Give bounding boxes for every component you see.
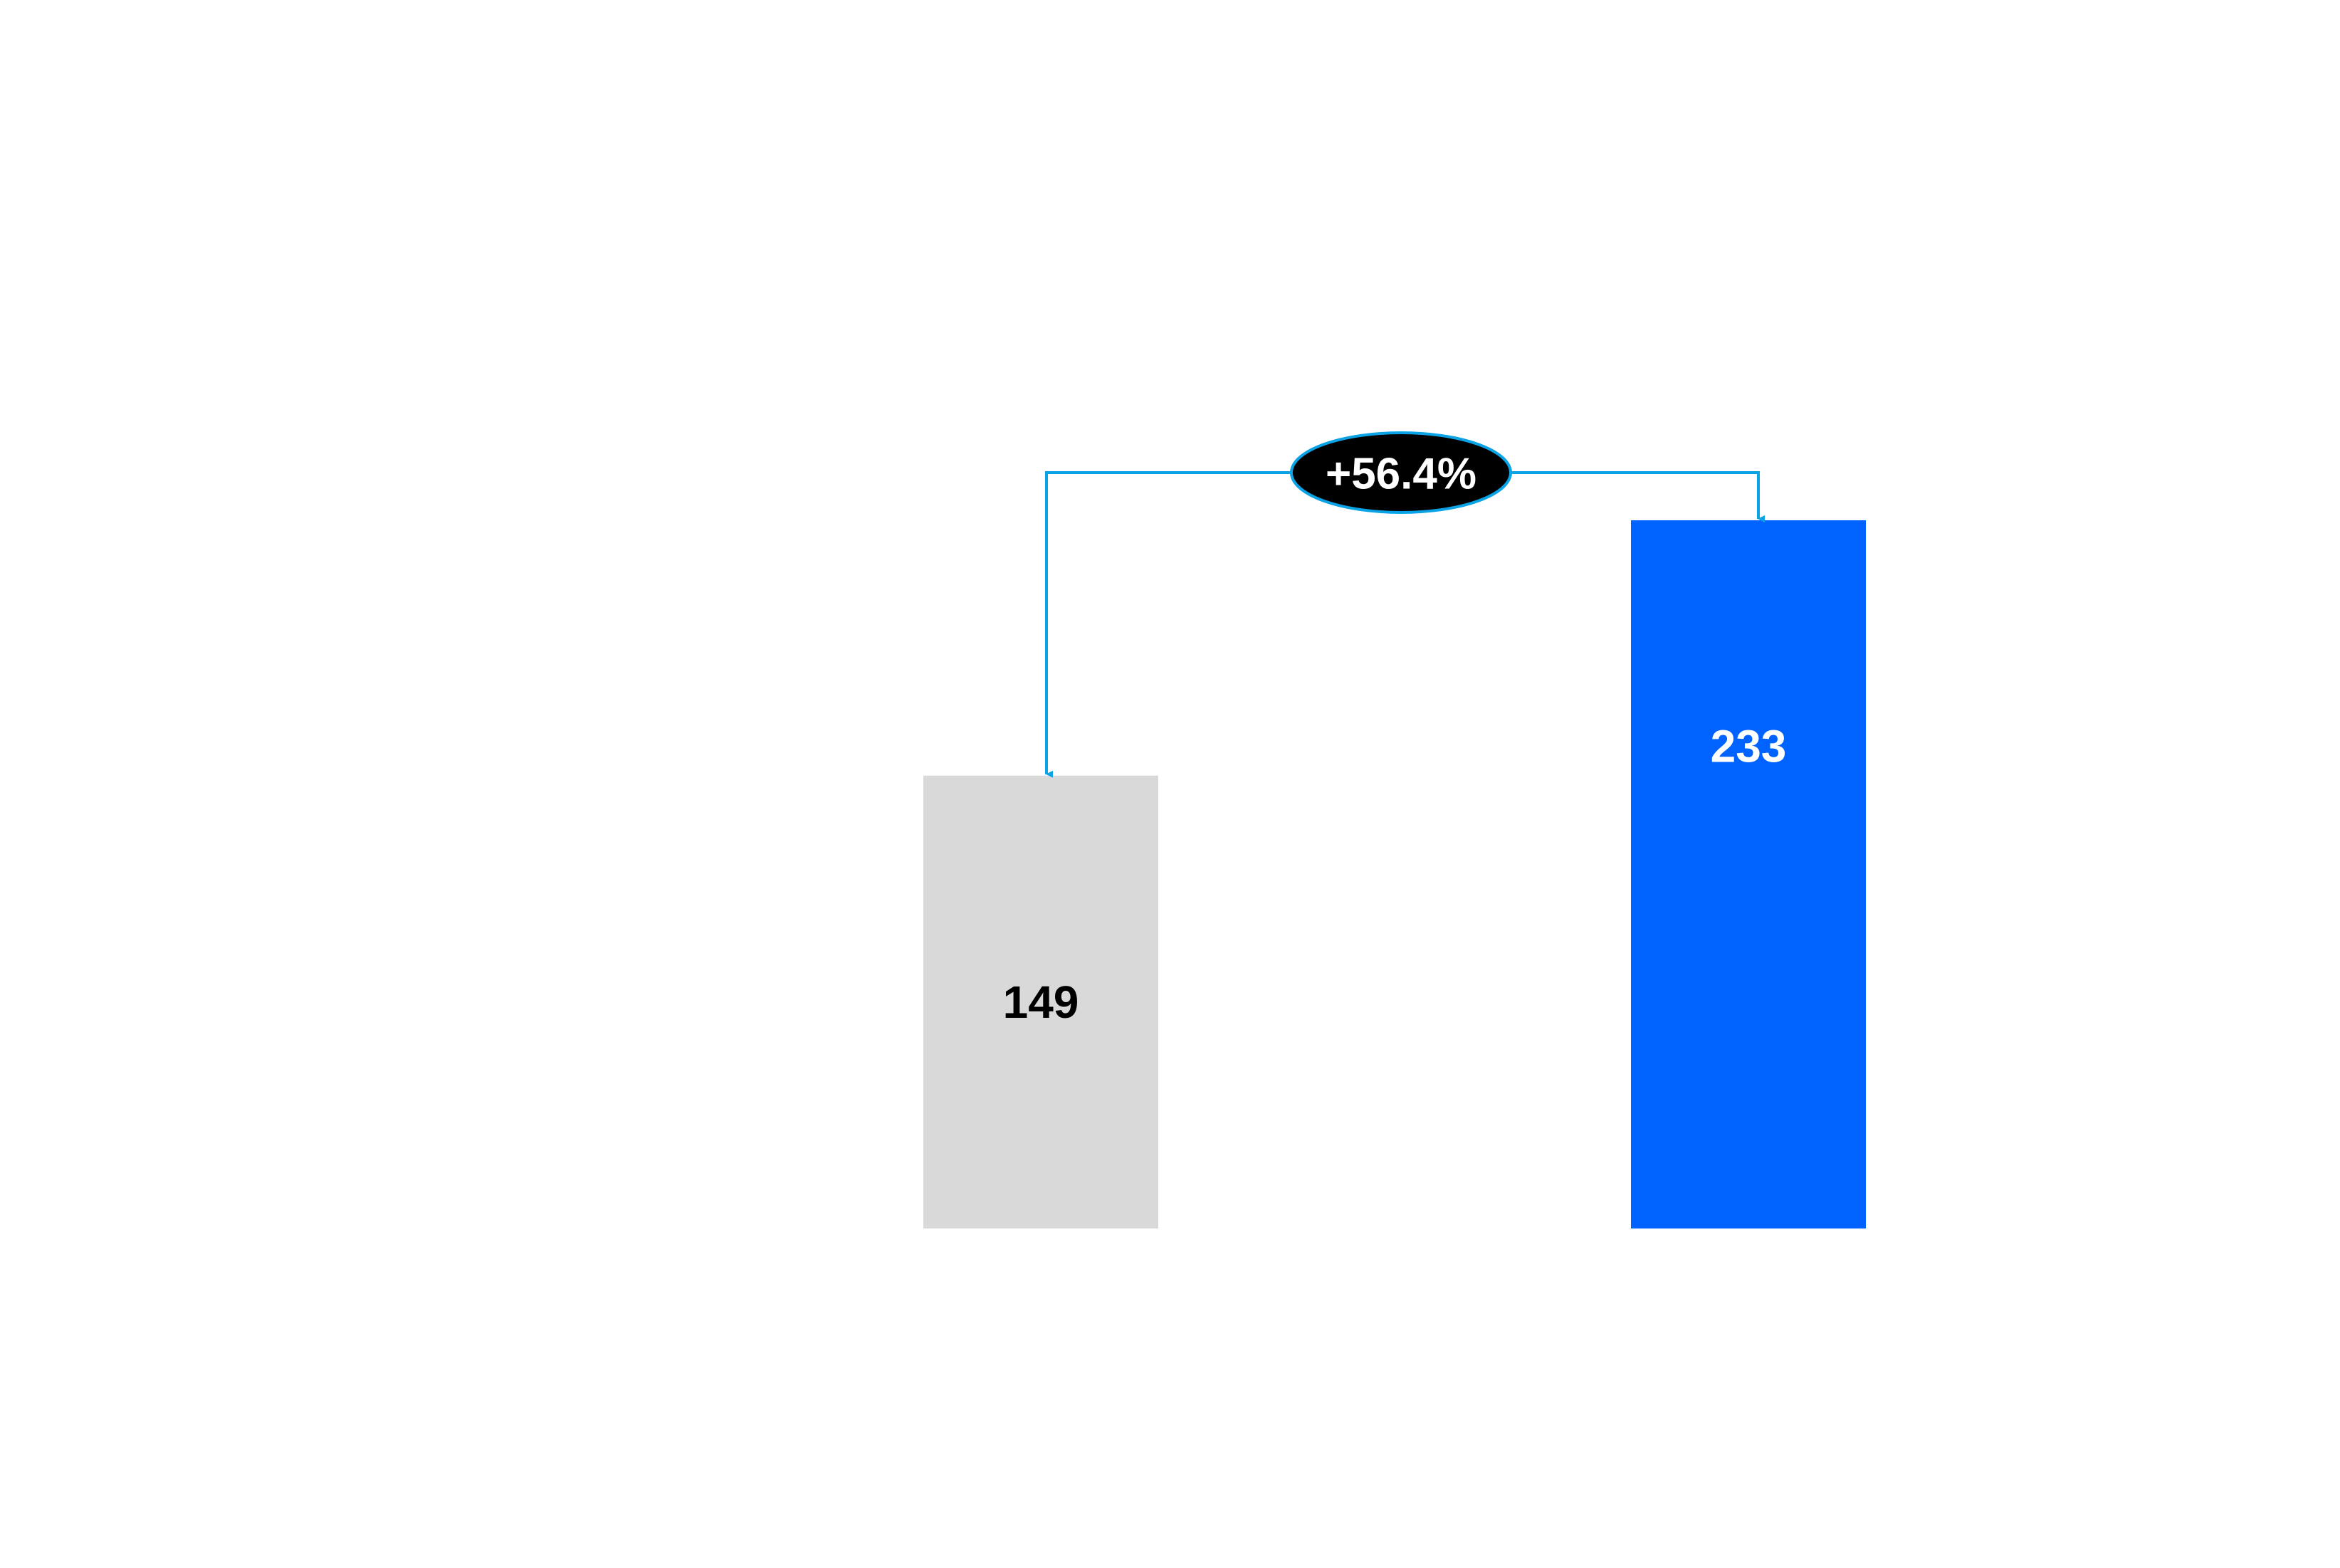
connector-right-arrow bbox=[1511, 471, 1765, 522]
bar-value-label-2: 233 bbox=[1711, 721, 1787, 772]
bar-value-label-1: 149 bbox=[1003, 977, 1079, 1028]
connector-left-arrow bbox=[1045, 471, 1291, 778]
change-label: +56.4% bbox=[1326, 450, 1476, 499]
bar-1 bbox=[923, 775, 1158, 1228]
change-bubble bbox=[1290, 431, 1512, 514]
bar-2 bbox=[1631, 520, 1866, 1228]
labels: 149 233 bbox=[1003, 721, 1787, 1028]
change-connector: +56.4% bbox=[1045, 431, 1765, 778]
bars bbox=[923, 520, 1866, 1228]
